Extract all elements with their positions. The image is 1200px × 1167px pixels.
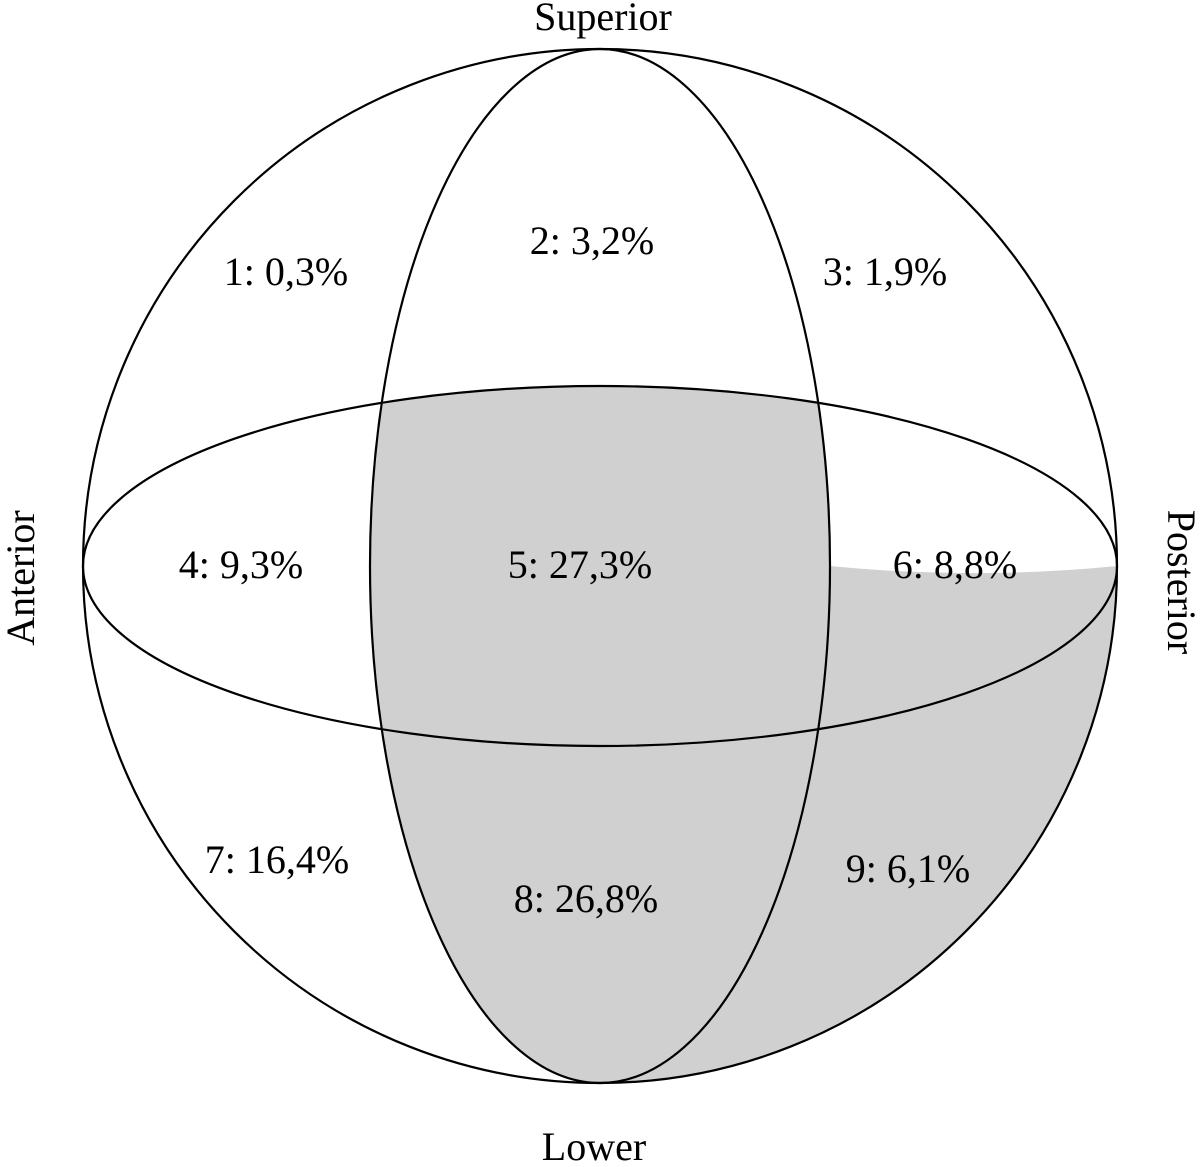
zone-label-8: 8: 26,8% [514,876,658,921]
zone-label-4: 4: 9,3% [179,542,303,587]
zone-label-1: 1: 0,3% [224,249,348,294]
zone-label-2: 2: 3,2% [530,218,654,263]
label-lower: Lower [542,1124,646,1167]
shade-zones-8-9 [370,566,1117,1083]
vertical-ellipse-outline [368,47,832,1085]
zone-label-3: 3: 1,9% [823,249,947,294]
horizontal-ellipse-outline [81,384,1119,748]
label-anterior: Anterior [0,510,43,646]
zone-labels: 1: 0,3% 2: 3,2% 3: 1,9% 4: 9,3% 5: 27,3%… [179,218,1017,921]
outlines [81,47,1119,1085]
zone-label-7: 7: 16,4% [205,837,349,882]
label-superior: Superior [534,0,672,39]
zone-label-9: 9: 6,1% [846,846,970,891]
zone-label-5: 5: 27,3% [508,542,652,587]
shaded-regions [370,386,1117,1083]
zone-label-6: 6: 8,8% [893,542,1017,587]
unshade-zone-6 [830,558,1117,574]
label-posterior: Posterior [1159,510,1200,654]
